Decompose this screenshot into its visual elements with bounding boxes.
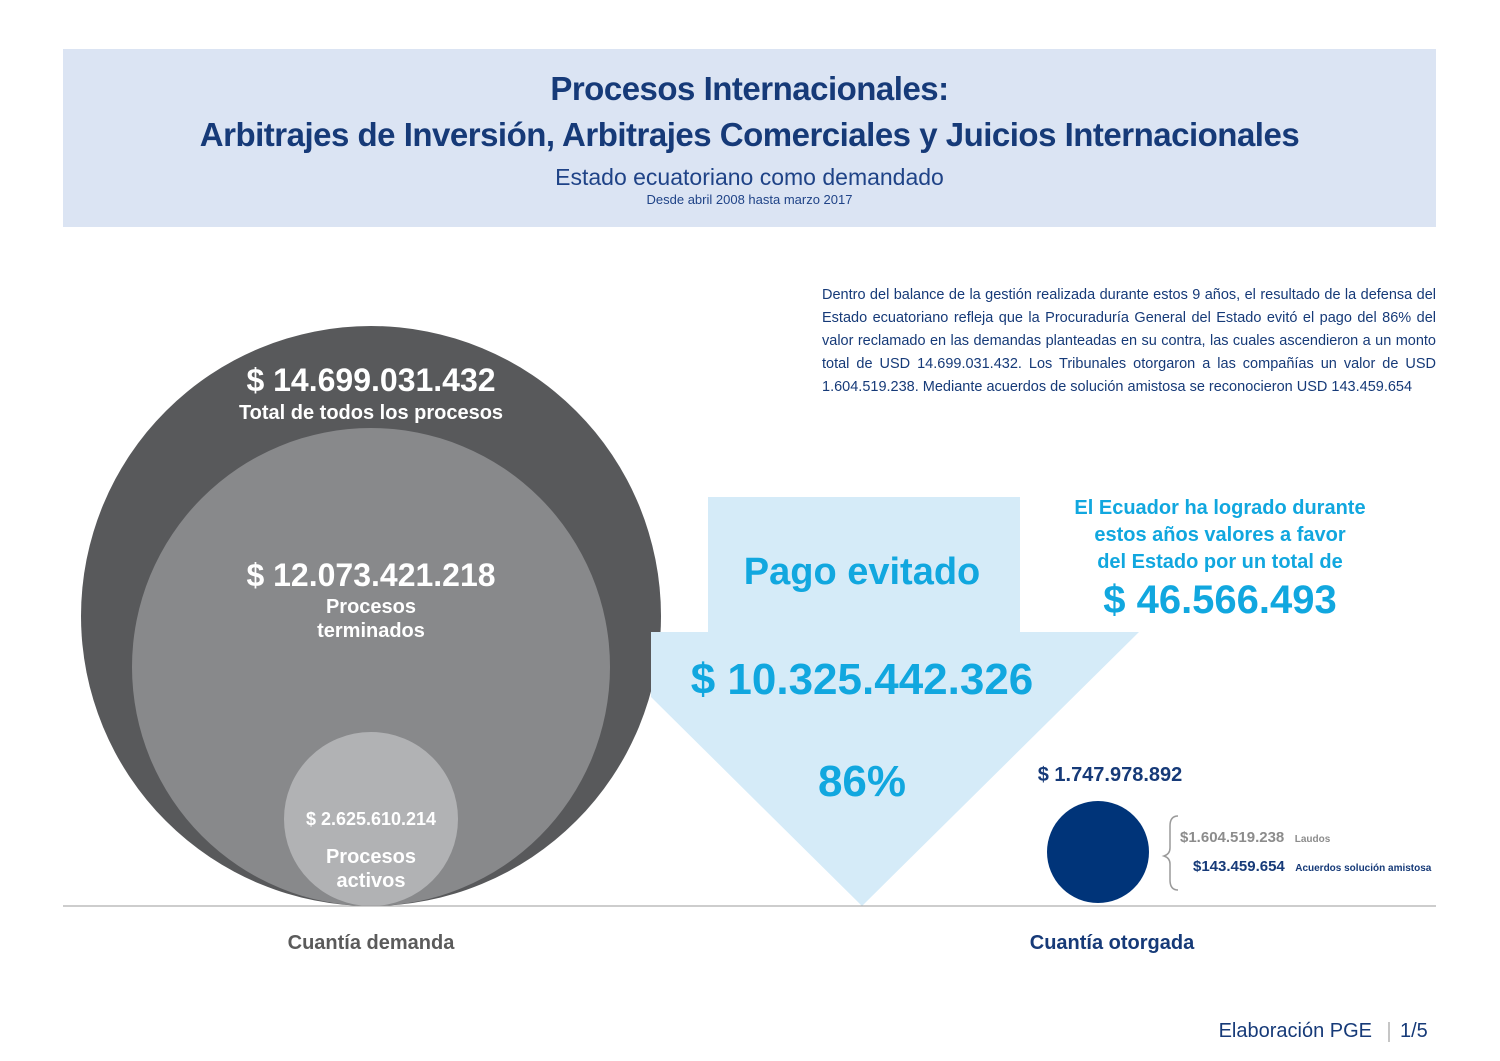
finished-processes-value: $ 12.073.421.218: [246, 557, 496, 593]
favor-text-line1: El Ecuador ha logrado durante: [1074, 497, 1366, 519]
finished-processes-circle: [132, 428, 610, 906]
page-subtitle: Estado ecuatoriano como demandado: [555, 164, 944, 190]
acuerdos-value: $143.459.654: [1193, 858, 1285, 875]
active-processes-circle: [284, 732, 458, 906]
demand-axis-label: Cuantía demanda: [287, 932, 455, 954]
favor-text-line3: del Estado por un total de: [1097, 551, 1343, 573]
laudos-row: $1.604.519.238 Laudos: [1180, 829, 1330, 847]
acuerdos-row: $143.459.654 Acuerdos solución amistosa: [1193, 858, 1431, 876]
footer-source: Elaboración PGE: [1218, 1020, 1372, 1042]
finished-processes-label-line2: terminados: [317, 620, 425, 642]
period-text: Desde abril 2008 hasta marzo 2017: [646, 192, 853, 207]
avoided-payment-label: Pago evitado: [743, 551, 981, 593]
favor-total-value: $ 46.566.493: [1103, 578, 1337, 622]
summary-paragraph: Dentro del balance de la gestión realiza…: [822, 287, 1436, 395]
laudos-label: Laudos: [1294, 834, 1331, 845]
page-title-line2: Arbitrajes de Inversión, Arbitrajes Come…: [199, 116, 1300, 153]
laudos-value: $1.604.519.238: [1180, 829, 1285, 846]
avoided-payment-value: $ 10.325.442.326: [690, 655, 1034, 704]
header-banner: [63, 49, 1436, 227]
granted-brace: [1161, 815, 1179, 891]
active-processes-label-line2: activos: [336, 870, 406, 892]
page-title-line1: Procesos Internacionales:: [550, 70, 949, 107]
total-processes-value: $ 14.699.031.432: [246, 362, 496, 398]
avoided-payment-arrow: [651, 497, 1139, 906]
favor-text-line2: estos años valores a favor: [1094, 524, 1346, 546]
active-processes-value: $ 2.625.610.214: [305, 809, 437, 829]
acuerdos-label: Acuerdos solución amistosa: [1295, 863, 1432, 874]
granted-total-value: $ 1.747.978.892: [1037, 764, 1183, 786]
granted-amount-circle: [1047, 801, 1149, 903]
avoided-payment-percent: 86%: [817, 757, 907, 806]
finished-processes-label-line1: Procesos: [325, 596, 417, 618]
granted-axis-label: Cuantía otorgada: [1029, 932, 1195, 954]
total-processes-label: Total de todos los procesos: [238, 402, 504, 424]
active-processes-label-line1: Procesos: [325, 846, 417, 868]
footer-page-number: 1/5: [1400, 1020, 1428, 1042]
